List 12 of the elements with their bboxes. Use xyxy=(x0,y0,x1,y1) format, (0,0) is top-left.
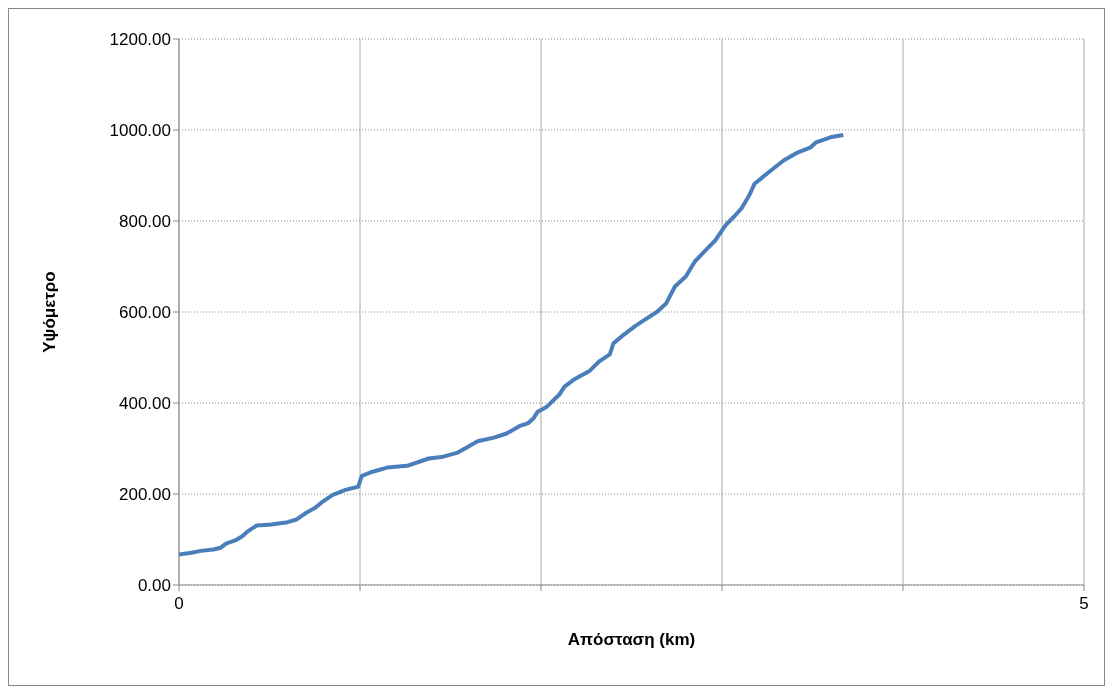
y-tick-label: 400.00 xyxy=(119,394,171,414)
y-tick-label: 1000.00 xyxy=(109,121,171,141)
x-tick-label: 5 xyxy=(1079,594,1089,613)
x-tick-label: 0 xyxy=(174,594,184,613)
y-tick-label: 600.00 xyxy=(119,303,171,323)
y-axis-title: Υψόμετρο xyxy=(40,271,60,353)
y-tick-label: 1200.00 xyxy=(109,30,171,50)
y-tick-label: 800.00 xyxy=(119,212,171,232)
x-axis-title: Απόσταση (km) xyxy=(567,630,696,649)
y-tick-label: 200.00 xyxy=(119,485,171,505)
line-series xyxy=(179,133,846,557)
y-tick-label: 0.00 xyxy=(137,576,171,596)
